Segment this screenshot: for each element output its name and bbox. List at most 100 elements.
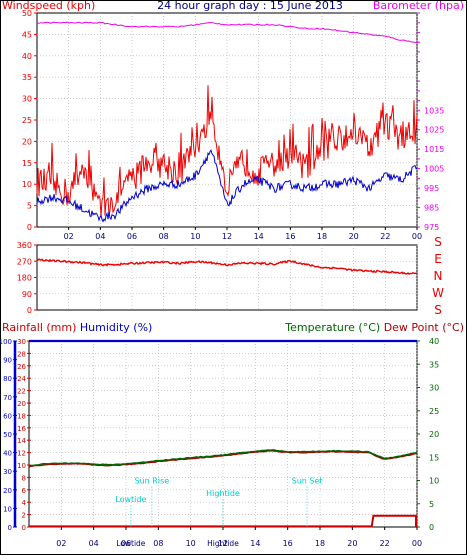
direction-gridlines — [37, 245, 418, 310]
humidity-y-tick-label: 100 — [0, 338, 12, 346]
gust-line — [36, 85, 418, 217]
wind-series — [36, 21, 418, 223]
humidity-y-tick-label: 40 — [3, 450, 12, 458]
wind-y-tick-label: 25 — [22, 116, 32, 125]
temp-x-tick-label: 02 — [56, 539, 66, 548]
rain-y-tick-label: 12 — [17, 450, 26, 458]
rainfall-humidity-axis-title: Rainfall (mm) Humidity (%) — [2, 321, 152, 334]
rain-y-tick-label: 22 — [17, 388, 26, 396]
wind-y-tick-label: 45 — [22, 30, 32, 39]
wind-x-tick-label: 02 — [64, 232, 74, 241]
temperature-dewpoint-axis-title: Temperature (°C) Dew Point (°C) — [284, 321, 464, 334]
humidity-y-tick-label: 90 — [3, 357, 12, 365]
rain-y-tick-label: 26 — [17, 363, 26, 371]
temp-x-tick-label: 00 — [412, 539, 422, 548]
wind-x-tick-label: 18 — [317, 232, 327, 241]
temp-x-tick-label: 22 — [380, 539, 390, 548]
wind-x-tick-label: 14 — [254, 232, 264, 241]
wind-gridlines — [37, 13, 418, 227]
rain-y-tick-label: 14 — [17, 437, 26, 445]
temp-y-tick-label: 30 — [429, 384, 439, 393]
rain-y-tick-label: 4 — [22, 499, 27, 507]
rain-y-tick-label: 6 — [22, 487, 27, 495]
annotation-label: Hightide — [206, 489, 240, 498]
wind-baro-chart: Windspeed (kph) 24 hour graph day : 15 J… — [2, 0, 464, 241]
temp-x-tick-label: 04 — [89, 539, 99, 548]
wind-y-tick-label: 15 — [22, 159, 32, 168]
temperature-line — [28, 449, 418, 467]
tide-sun-annotations: Lowtide Sun Rise Hightide Sun Set — [115, 477, 323, 527]
temp-x-tick-label: 10 — [186, 539, 196, 548]
temp-x-tick-label: 20 — [347, 539, 357, 548]
annotation-label: Sun Rise — [135, 477, 170, 486]
temp-x-tick-label: 08 — [153, 539, 163, 548]
temp-y-axis-ticks: 0 5 10 15 20 25 30 35 40 — [417, 337, 439, 532]
rain-y-tick-label: 2 — [22, 512, 26, 520]
windspeed-axis-title: Windspeed (kph) — [2, 0, 95, 12]
barometer-line — [36, 21, 418, 43]
humidity-y-tick-label: 20 — [3, 487, 12, 495]
temp-y-tick-label: 40 — [429, 337, 439, 346]
baro-y-tick-label: 1035 — [424, 106, 444, 115]
humidity-title: Humidity (%) — [80, 321, 152, 334]
bottom-tide-label: Hightide — [207, 539, 239, 548]
wind-y-tick-label: 5 — [27, 202, 32, 211]
temp-y-tick-label: 25 — [429, 407, 439, 416]
wind-x-tick-label: 06 — [127, 232, 137, 241]
temperature-title: Temperature (°C) — [284, 321, 380, 334]
rain-y-tick-label: 28 — [17, 350, 26, 358]
rainfall-title: Rainfall (mm) — [2, 321, 76, 334]
baro-y-tick-label: 1025 — [424, 126, 444, 135]
temp-y-tick-label: 10 — [429, 477, 439, 486]
wind-x-tick-label: 08 — [159, 232, 169, 241]
rainfall-line — [29, 514, 417, 528]
wind-y-tick-label: 20 — [22, 137, 32, 146]
temp-y-tick-label: 20 — [429, 430, 439, 439]
direction-y-tick-label: 90 — [22, 290, 32, 299]
direction-y-tick-label: 0 — [27, 306, 32, 315]
humidity-y-tick-label: 70 — [3, 394, 12, 402]
temp-x-tick-label: 12 — [218, 539, 228, 548]
temp-series — [28, 339, 418, 528]
compass-label: S — [434, 303, 442, 317]
humidity-y-tick-label: 0 — [8, 524, 12, 532]
wind-x-tick-label: 12 — [222, 232, 232, 241]
temp-x-tick-label: 06 — [121, 539, 131, 548]
wind-y-axis-ticks: 0 5 10 15 20 25 30 35 40 45 50 — [22, 9, 37, 232]
wind-y-tick-label: 40 — [22, 52, 32, 61]
temp-y-tick-label: 0 — [429, 523, 434, 532]
compass-label: W — [432, 286, 444, 300]
temp-y-tick-label: 15 — [429, 453, 439, 462]
humidity-y-tick-label: 80 — [3, 375, 12, 383]
rain-y-tick-label: 24 — [17, 375, 26, 383]
humidity-y-tick-label: 50 — [3, 431, 12, 439]
bottom-tide-label: Lowtide — [116, 539, 146, 548]
direction-y-tick-label: 360 — [17, 241, 32, 250]
barometer-axis-title: Barometer (hpa) — [373, 0, 464, 12]
humidity-y-axis-ticks: 0246810121416182022242628300102030405060… — [0, 338, 31, 532]
rain-y-tick-label: 20 — [17, 400, 26, 408]
direction-series — [36, 258, 418, 275]
wind-y-tick-label: 30 — [22, 95, 32, 104]
baro-y-tick-label: 995 — [424, 184, 439, 193]
temp-y-tick-label: 5 — [429, 500, 434, 509]
wind-x-tick-label: 04 — [95, 232, 105, 241]
wind-x-tick-label: 22 — [380, 232, 390, 241]
baro-y-tick-label: 1005 — [424, 165, 444, 174]
temp-x-tick-label: 18 — [315, 539, 325, 548]
wind-x-tick-label: 00 — [412, 232, 422, 241]
rain-y-tick-label: 10 — [17, 462, 26, 470]
dewpoint-title: Dew Point (°C) — [384, 321, 464, 334]
humidity-y-tick-label: 10 — [3, 505, 12, 513]
temp-x-axis-ticks: 02 04 06 08 10 12 14 16 18 20 22 00 Lowtide Hightide — [56, 527, 422, 548]
wind-y-tick-label: 0 — [27, 223, 32, 232]
annotation-label: Lowtide — [115, 495, 146, 504]
wind-y-tick-label: 35 — [22, 73, 32, 82]
compass-label: E — [434, 252, 442, 266]
humidity-y-tick-label: 60 — [3, 412, 12, 420]
average-line — [36, 149, 418, 223]
wind-x-axis-ticks: 02 04 06 08 10 12 14 16 18 20 22 00 — [64, 227, 422, 241]
rain-y-tick-label: 18 — [17, 412, 26, 420]
